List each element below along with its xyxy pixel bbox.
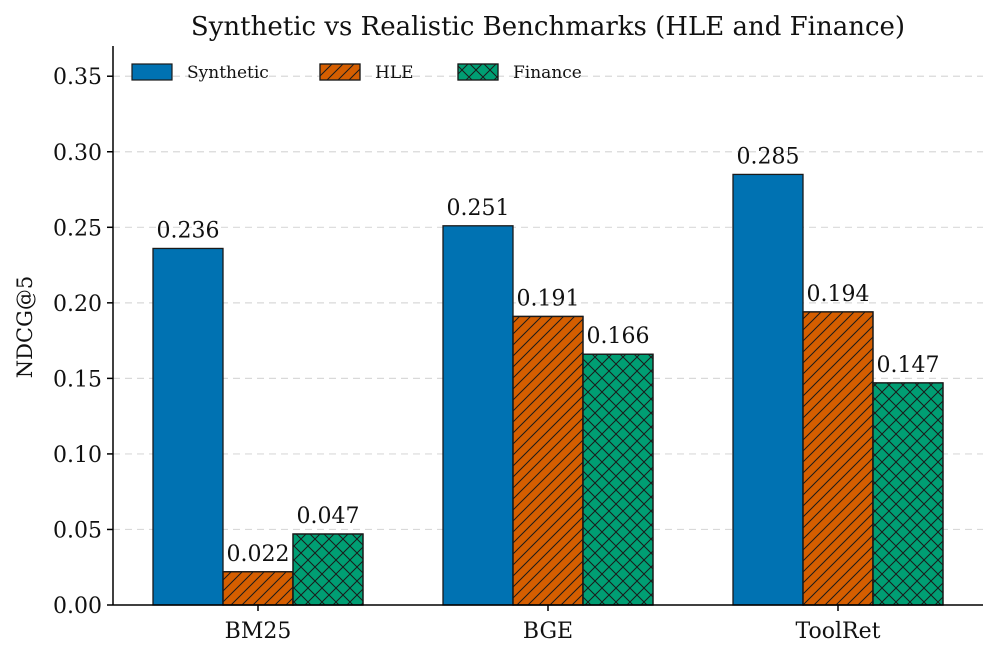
y-tick-label: 0.00 xyxy=(53,594,102,619)
y-tick-label: 0.25 xyxy=(53,216,102,241)
data-label: 0.191 xyxy=(517,286,580,311)
data-label: 0.147 xyxy=(877,353,940,378)
bar-synthetic-bm25 xyxy=(152,247,224,606)
axes: 0.00 0.05 0.10 0.15 0.20 0.25 0.30 0.35 BM25 BGE T… xyxy=(53,46,983,644)
y-tick-label: 0.20 xyxy=(53,292,102,317)
bar-hatch-hle-bm25 xyxy=(222,571,294,606)
y-tick-label: 0.15 xyxy=(53,367,102,392)
data-label: 0.022 xyxy=(227,542,290,567)
legend-swatch-hatch-hle xyxy=(319,63,361,81)
legend-label-synthetic: Synthetic xyxy=(187,63,269,83)
data-label: 0.285 xyxy=(737,144,800,169)
y-axis-label: NDCG@5 xyxy=(13,276,37,378)
data-label: 0.047 xyxy=(297,504,360,529)
bars xyxy=(152,173,944,606)
y-tick-label: 0.05 xyxy=(53,518,102,543)
legend-label-finance: Finance xyxy=(513,63,582,83)
legend: Synthetic HLE Finance xyxy=(131,63,582,83)
data-label: 0.251 xyxy=(447,196,510,221)
bar-hatch-finance-toolret xyxy=(872,382,944,606)
y-tick-label: 0.10 xyxy=(53,443,102,468)
data-label: 0.194 xyxy=(807,282,870,307)
legend-swatch-hatch-finance xyxy=(457,63,499,81)
data-label: 0.236 xyxy=(157,218,220,243)
bar-synthetic-bge xyxy=(442,225,514,606)
data-label: 0.166 xyxy=(587,324,650,349)
legend-swatch-synthetic xyxy=(131,63,173,81)
chart-title: Synthetic vs Realistic Benchmarks (HLE a… xyxy=(191,12,905,42)
legend-label-hle: HLE xyxy=(375,63,414,83)
bar-synthetic-toolret xyxy=(732,173,804,606)
x-tick-label: ToolRet xyxy=(796,619,881,644)
bar-hatch-finance-bm25 xyxy=(292,533,364,606)
bar-hatch-hle-toolret xyxy=(802,311,874,606)
y-tick-label: 0.30 xyxy=(53,141,102,166)
data-labels: 0.236 0.251 0.285 0.022 0.191 0.194 0.047 0.166… xyxy=(157,144,940,566)
x-tick-label: BGE xyxy=(523,619,573,644)
x-tick-label: BM25 xyxy=(225,619,292,644)
y-tick-label: 0.35 xyxy=(53,65,102,90)
bar-hatch-hle-bge xyxy=(512,315,584,606)
bar-hatch-finance-bge xyxy=(582,353,654,606)
